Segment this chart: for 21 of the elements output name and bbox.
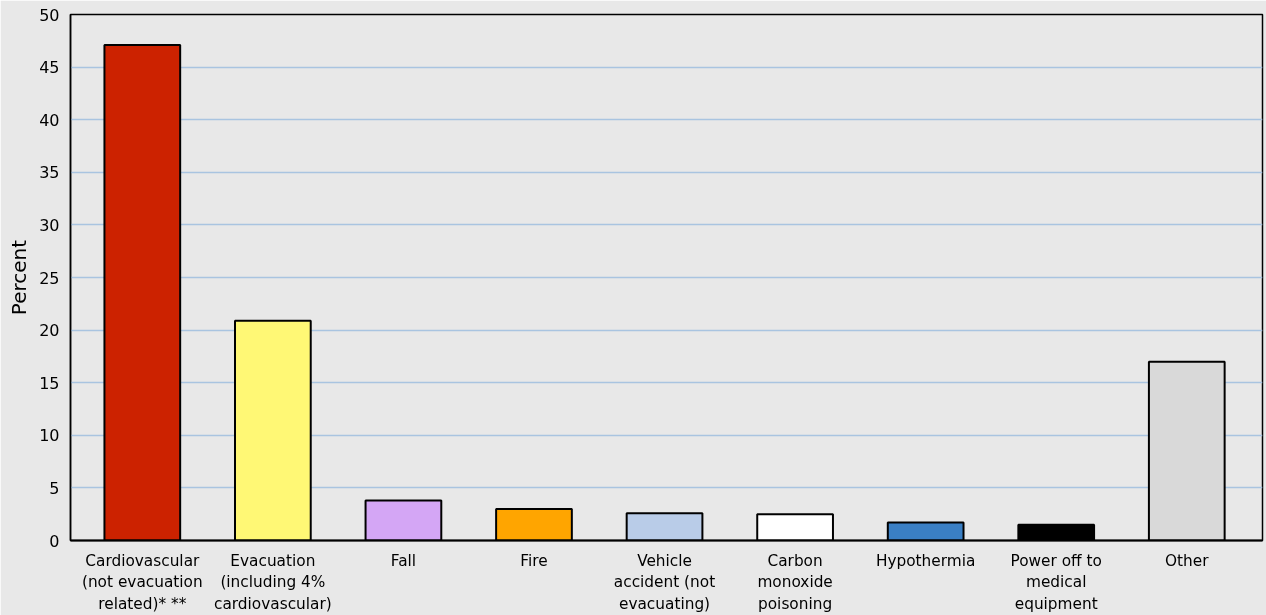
y-tick-label: 20 <box>39 321 60 341</box>
x-tick-label: Hypothermia <box>875 551 976 570</box>
y-tick-label: 45 <box>39 58 60 78</box>
x-tick-label: Fire <box>520 551 548 570</box>
x-tick-label: Cardiovascular (not evacuation related)* ** <box>81 551 203 613</box>
x-tick-label: Fall <box>390 551 417 570</box>
x-tick-label: Other <box>1165 551 1210 570</box>
y-axis-title: Percent <box>7 239 32 316</box>
y-tick-label: 25 <box>39 268 60 288</box>
y-tick-label: 35 <box>39 163 60 183</box>
y-tick-label: 40 <box>39 110 60 130</box>
y-tick-label: 15 <box>39 373 60 393</box>
y-tick-label: 0 <box>49 531 60 551</box>
y-tick-label: 50 <box>39 5 60 25</box>
y-tick-label: 10 <box>39 426 60 446</box>
y-tick-label: 30 <box>39 215 60 235</box>
y-tick-label: 5 <box>49 478 60 498</box>
x-tick-label: Power off to medical equipment <box>1010 551 1102 613</box>
x-tick-label: Carbon monoxide poisoning <box>757 551 833 613</box>
x-tick-label: Vehicle accident (not evacuating) <box>613 551 716 613</box>
x-tick-label: Evacuation (including 4% cardiovascular) <box>213 551 332 613</box>
